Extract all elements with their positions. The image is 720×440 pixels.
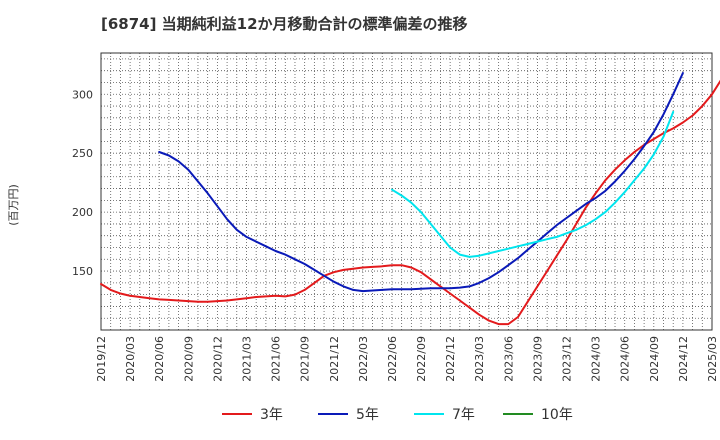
x-tick-label: 2020/09 — [182, 336, 195, 382]
x-tick-label: 2022/09 — [415, 336, 428, 382]
x-tick-label: 2022/03 — [357, 336, 370, 382]
legend-label: 10年 — [541, 407, 573, 423]
x-tick-label: 2020/03 — [124, 336, 137, 382]
x-tick-label: 2021/06 — [270, 336, 283, 382]
legend-label: 3年 — [260, 407, 283, 423]
legend-label: 7年 — [452, 407, 475, 423]
series-line-2 — [158, 72, 684, 293]
x-tick-label: 2023/03 — [473, 336, 486, 382]
x-tick-label: 2021/12 — [328, 336, 341, 382]
x-tick-label: 2022/12 — [444, 336, 457, 382]
series-line-3 — [391, 110, 675, 258]
x-tick-label: 2024/06 — [619, 336, 632, 382]
plot-background — [101, 53, 712, 330]
x-tick-label: 2024/09 — [648, 336, 661, 382]
x-tick-label: 2021/09 — [299, 336, 312, 382]
x-tick-label: 2023/12 — [561, 336, 574, 382]
series-line-1 — [100, 79, 720, 326]
y-tick-label: 300 — [72, 88, 93, 101]
x-tick-label: 2023/09 — [531, 336, 544, 382]
y-tick-label: 250 — [72, 147, 93, 160]
y-tick-label: 150 — [72, 265, 93, 278]
x-tick-label: 2020/12 — [211, 336, 224, 382]
plot-frame — [100, 52, 713, 331]
legend-label: 5年 — [356, 407, 379, 423]
y-tick-label: 200 — [72, 206, 93, 219]
x-tick-label: 2024/03 — [590, 336, 603, 382]
chart-title: [6874] 当期純利益12か月移動合計の標準偏差の推移 — [101, 15, 468, 33]
x-tick-label: 2023/06 — [502, 336, 515, 382]
x-tick-label: 2020/06 — [153, 336, 166, 382]
plot-area: 150 200 250 300 2019/12 2020/03 2020/06 2020/09… — [72, 52, 720, 382]
x-tick-label: 2019/12 — [95, 336, 108, 382]
legend: 3年 5年 7年 10年 — [222, 407, 573, 423]
y-axis-label: (百万円) — [7, 184, 20, 226]
x-tick-label: 2022/06 — [386, 336, 399, 382]
x-tick-label: 2025/03 — [706, 336, 719, 382]
x-tick-label: 2024/12 — [677, 336, 690, 382]
x-tick-label: 2021/03 — [240, 336, 253, 382]
